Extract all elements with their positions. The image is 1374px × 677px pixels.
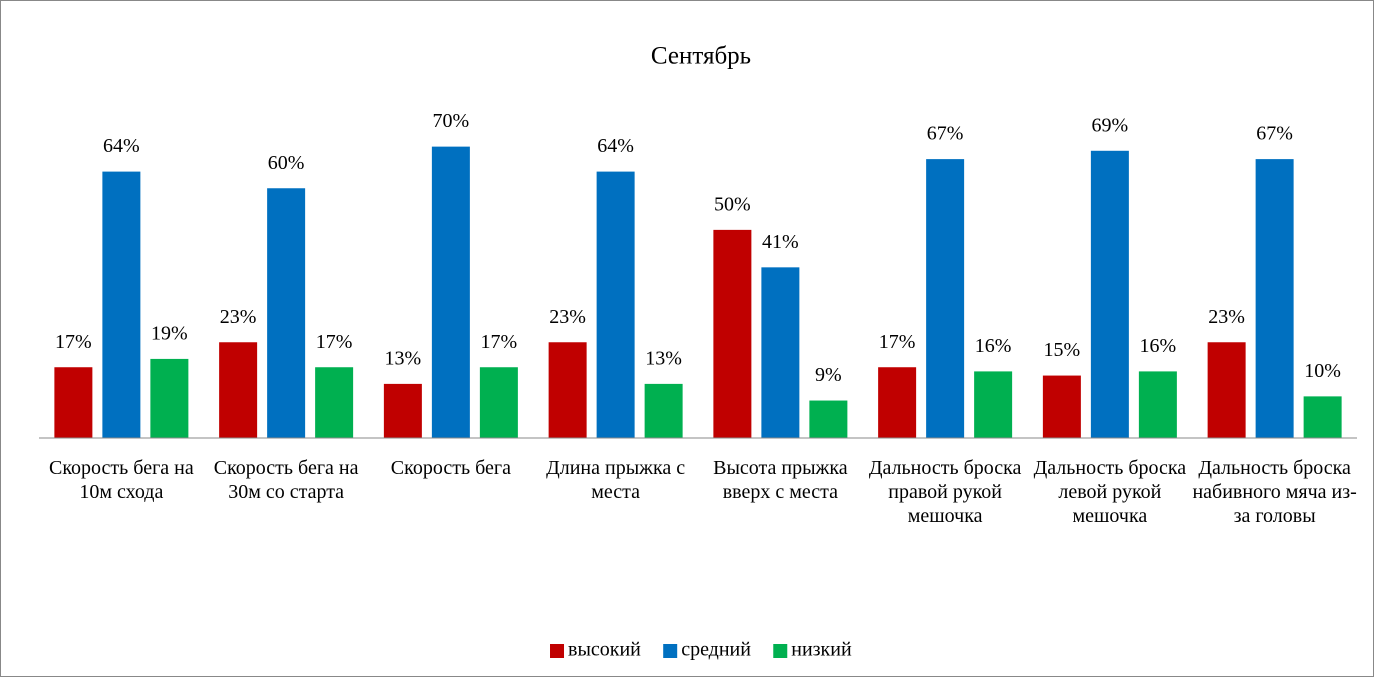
legend-swatch: [550, 644, 565, 658]
x-tick-label: Скорость бега: [390, 457, 511, 479]
data-label: 69%: [1092, 114, 1129, 136]
legend-label: высокий: [568, 639, 641, 661]
data-label: 50%: [714, 193, 751, 215]
data-label: 67%: [927, 123, 964, 145]
data-label: 16%: [975, 335, 1012, 357]
data-label: 23%: [549, 306, 586, 328]
legend-swatch: [773, 644, 788, 658]
bar: [926, 159, 965, 439]
data-label: 10%: [1304, 360, 1341, 382]
bar: [713, 229, 752, 438]
data-label: 13%: [645, 347, 682, 369]
x-tick-label: Высота прыжка вверх с места: [713, 457, 848, 503]
data-label: 9%: [815, 364, 842, 386]
bar: [1042, 375, 1081, 438]
data-label: 67%: [1256, 123, 1293, 145]
x-tick-label: Скорость бега на 10м схода: [49, 457, 194, 503]
bar: [1255, 159, 1294, 439]
bar: [383, 383, 422, 438]
bar: [1303, 396, 1342, 438]
legend-swatch: [663, 644, 678, 658]
data-label: 64%: [103, 135, 140, 157]
bar: [974, 371, 1013, 438]
data-label: 17%: [316, 331, 353, 353]
data-label: 17%: [481, 331, 518, 353]
x-tick-label: Дальность броска набивного мяча из-за го…: [1192, 457, 1357, 527]
bar: [219, 342, 258, 438]
bar: [548, 342, 587, 438]
bar: [267, 188, 306, 438]
bar: [479, 367, 518, 438]
bar: [878, 367, 917, 438]
bar: [1090, 150, 1129, 438]
data-label: 64%: [597, 135, 634, 157]
data-label: 17%: [879, 331, 916, 353]
bar: [1138, 371, 1177, 438]
bar: [596, 171, 635, 438]
bar: [644, 383, 683, 438]
bar: [102, 171, 141, 438]
data-label: 60%: [268, 152, 305, 174]
data-label: 19%: [151, 323, 188, 345]
data-label: 41%: [762, 231, 799, 253]
data-label: 16%: [1140, 335, 1177, 357]
data-label: 23%: [1208, 306, 1245, 328]
data-label: 15%: [1044, 339, 1081, 361]
data-label: 17%: [55, 331, 92, 353]
data-label: 70%: [433, 110, 470, 132]
x-tick-label: Длина прыжка с места: [546, 457, 686, 503]
bar: [150, 358, 189, 438]
bar: [315, 367, 354, 438]
chart-title: Сентябрь: [651, 43, 751, 70]
x-tick-label: Дальность броска левой рукой мешочка: [1033, 457, 1187, 527]
bar: [809, 400, 848, 438]
legend-label: низкий: [791, 639, 852, 661]
x-tick-label: Скорость бега на 30м со старта: [213, 457, 359, 503]
bar: [54, 367, 93, 438]
data-label: 23%: [220, 306, 257, 328]
bar: [1207, 342, 1246, 438]
legend-label: средний: [681, 639, 751, 661]
bar: [761, 267, 800, 438]
bar: [431, 146, 470, 438]
data-label: 13%: [385, 347, 422, 369]
x-tick-label: Дальность броска правой рукой мешочка: [868, 457, 1022, 527]
